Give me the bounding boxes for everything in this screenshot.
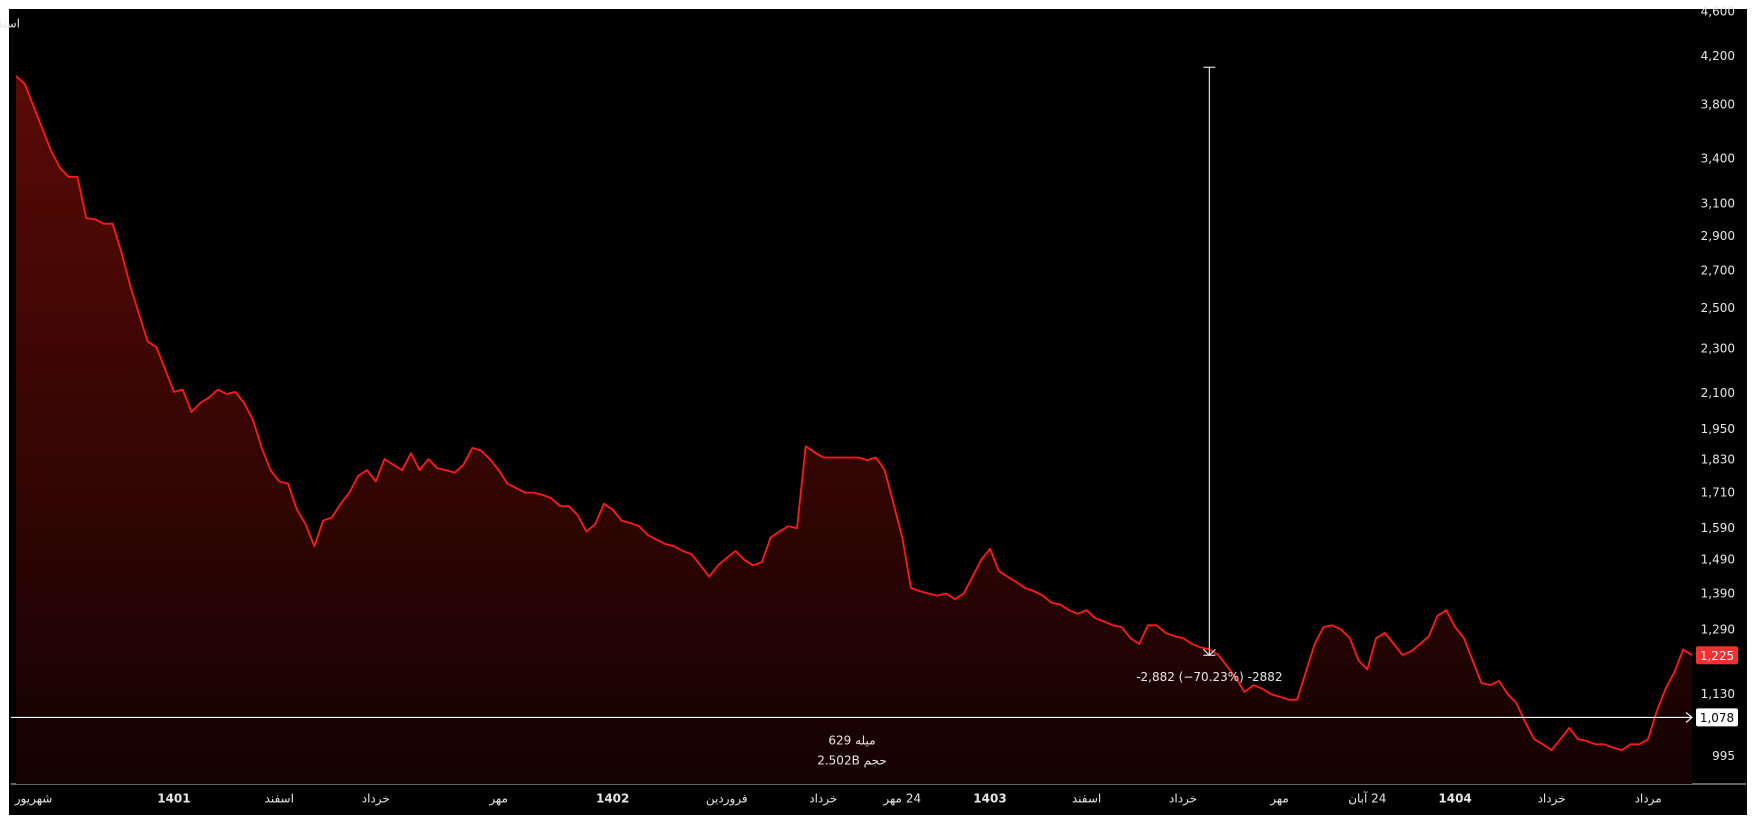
reference-label-box <box>1696 708 1738 727</box>
chart-title: استقلال, فرابورس پایه <box>0 17 20 32</box>
y-tick-label: 4,600 <box>1701 5 1735 19</box>
x-tick-label: 24 مهر <box>882 792 921 807</box>
x-tick-label: 1404 <box>1438 792 1471 806</box>
y-tick-label: 1,590 <box>1701 521 1735 535</box>
x-tick-label: خرداد <box>362 792 390 807</box>
reference-arrow <box>1685 711 1693 723</box>
x-tick-label: مهر <box>1269 792 1289 807</box>
y-tick-label: 1,390 <box>1701 586 1735 600</box>
x-tick-label: خرداد <box>809 792 837 807</box>
y-tick-label: 2,700 <box>1701 264 1735 278</box>
y-tick-label: 3,400 <box>1701 152 1735 166</box>
x-tick-label: 1402 <box>596 792 629 806</box>
x-tick-label: خرداد <box>1169 792 1197 807</box>
y-tick-label: 3,100 <box>1701 196 1735 210</box>
y-tick-label: 2,100 <box>1701 386 1735 400</box>
reference-label: 1,078 <box>1700 711 1734 725</box>
x-tick-label: اسفند <box>265 792 294 806</box>
y-tick-label: 1,710 <box>1701 486 1735 500</box>
x-tick-label: شهریور <box>14 792 53 807</box>
volume-value: حجم 2.502B <box>817 754 887 768</box>
last-price-box <box>1696 646 1738 665</box>
x-tick-label: اسفند <box>1072 792 1101 806</box>
last-price-label: 1,225 <box>1700 649 1734 663</box>
measure-arrow <box>1202 648 1216 657</box>
x-tick-label: 1401 <box>157 792 190 806</box>
y-tick-label: 1,830 <box>1701 453 1735 467</box>
y-tick-label: 1,130 <box>1701 687 1735 701</box>
measure-label: -2,882 (−70.23%) -2882 <box>1136 670 1282 684</box>
volume-bars: میله 629 <box>828 734 875 748</box>
plot-layer: 995 1,130 1,290 1,390 1,490 1,590 1,710 1,830 1,… <box>11 5 1738 807</box>
x-tick-label: 24 آبان <box>1348 791 1386 806</box>
x-tick-label: فروردین <box>706 792 748 807</box>
y-tick-label: 995 <box>1712 749 1735 763</box>
y-tick-label: 4,200 <box>1701 49 1735 63</box>
y-tick-label: 1,950 <box>1701 422 1735 436</box>
x-tick-label: خرداد <box>1538 792 1566 807</box>
y-tick-label: 1,290 <box>1701 623 1735 637</box>
y-tick-label: 2,900 <box>1701 229 1735 243</box>
x-tick-label: مهر <box>488 792 508 807</box>
area-fill <box>16 76 1692 784</box>
x-tick-label: مرداد <box>1635 792 1662 807</box>
price-line <box>15 75 1693 751</box>
y-tick-label: 1,490 <box>1701 553 1735 567</box>
y-tick-label: 2,300 <box>1701 342 1735 356</box>
x-tick-label: 1403 <box>973 792 1006 806</box>
y-tick-label: 2,500 <box>1701 301 1735 315</box>
y-tick-label: 3,800 <box>1701 98 1735 112</box>
